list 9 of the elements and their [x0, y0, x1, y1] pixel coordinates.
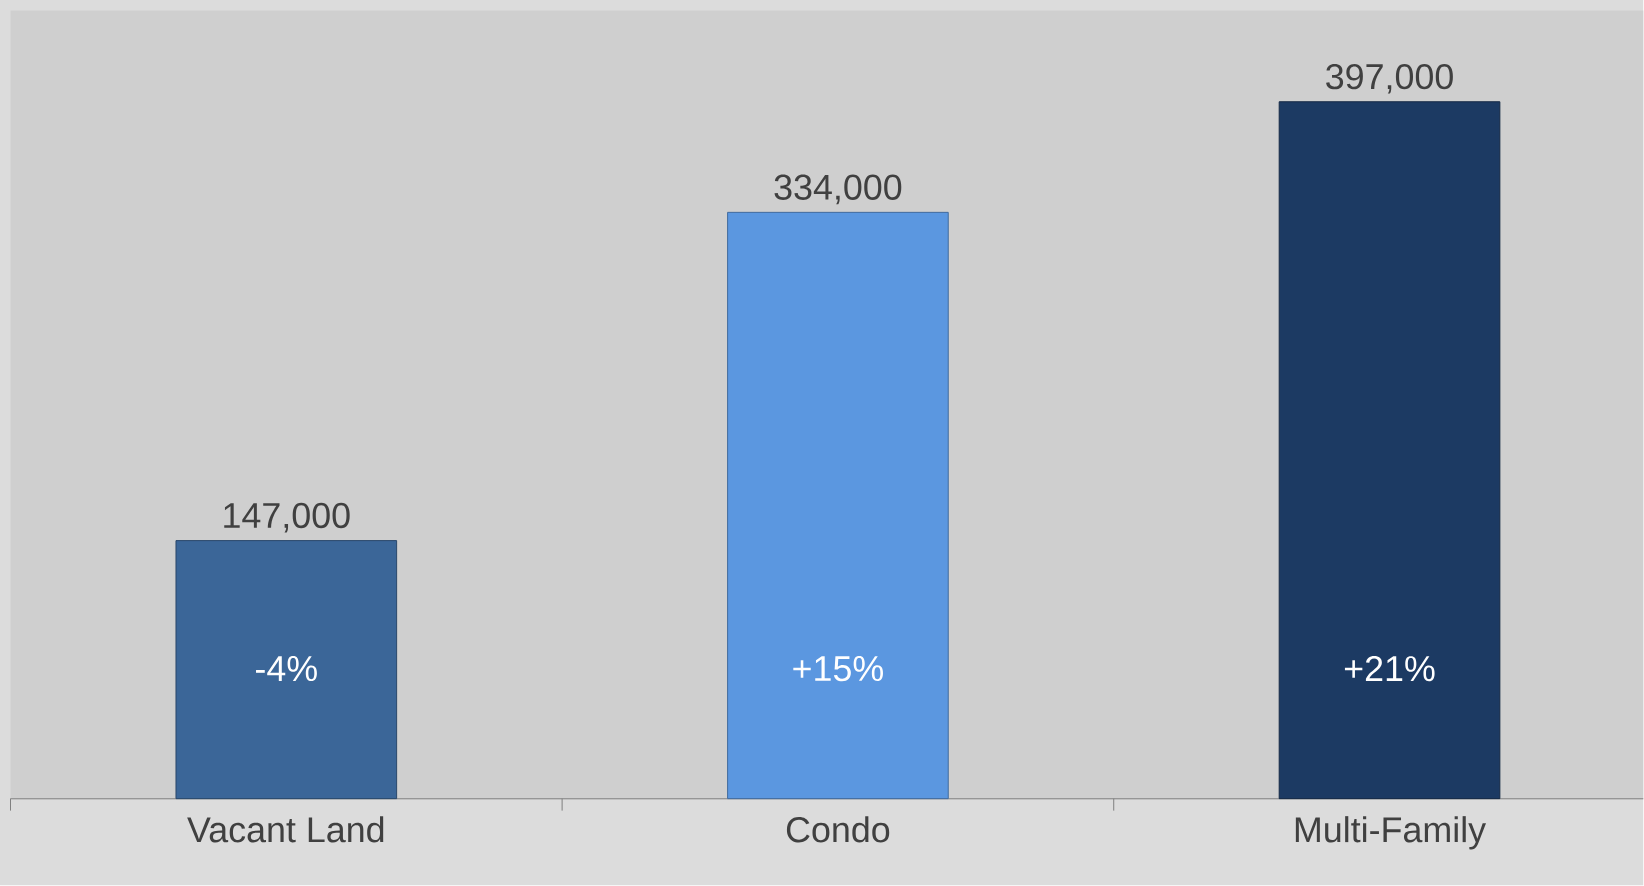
- annotation: -4%: [256, 656, 317, 682]
- data-label: 147,000: [224, 503, 350, 533]
- data-label: 334,000: [774, 174, 902, 205]
- x-tick-label: Vacant Land: [187, 816, 384, 843]
- data-label: 397,000: [1326, 64, 1453, 94]
- x-tick-label: Multi-Family: [1295, 816, 1487, 850]
- annotation: +15%: [793, 656, 883, 682]
- annotation: +21%: [1344, 656, 1435, 682]
- x-tick-label: Condo: [786, 816, 890, 843]
